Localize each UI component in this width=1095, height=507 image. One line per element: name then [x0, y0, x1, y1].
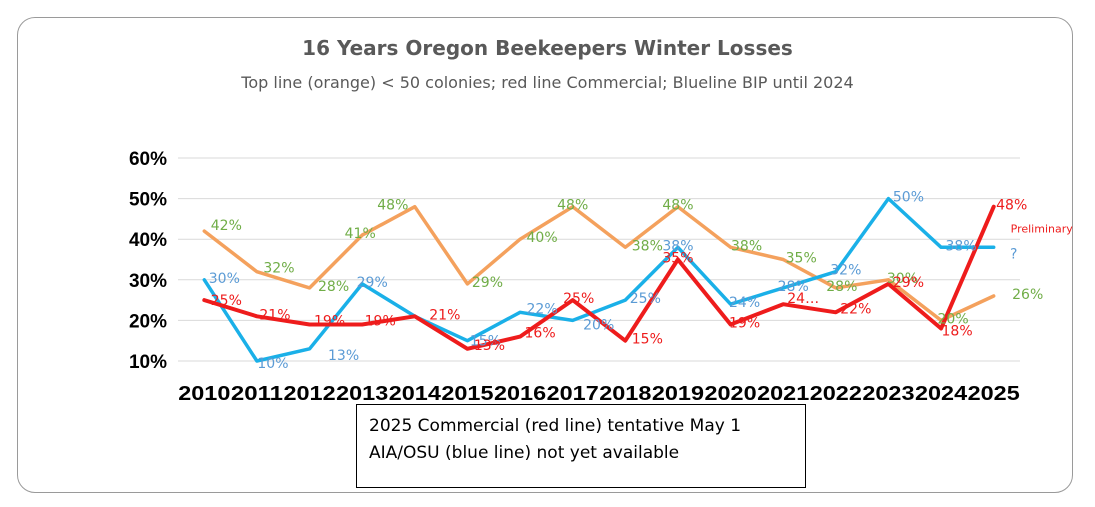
note-line-1: 2025 Commercial (red line) tentative May… — [369, 416, 742, 436]
blue-data-label: 22% — [527, 301, 558, 317]
red-data-label: 29% — [893, 275, 924, 291]
blue-data-label: 29% — [357, 275, 388, 291]
orange-data-label: 28% — [826, 279, 857, 295]
blue-data-label: 10% — [257, 356, 288, 372]
orange-data-label: 48% — [662, 198, 693, 214]
red-data-label: 24… — [787, 291, 819, 307]
blue-data-label: ? — [1010, 246, 1017, 262]
orange-data-label: 38% — [632, 238, 663, 254]
x-tick-label: 2018 — [599, 383, 651, 405]
orange-data-label: 38% — [731, 238, 762, 254]
red-data-label: 15% — [632, 332, 663, 348]
x-tick-label: 2019 — [652, 383, 704, 405]
x-tick-label: 2015 — [441, 383, 493, 405]
chart-subtitle: Top line (orange) < 50 colonies; red lin… — [241, 73, 854, 92]
x-tick-label: 2023 — [862, 383, 914, 405]
orange-data-label: 30% — [887, 271, 918, 287]
y-tick-label: 30% — [129, 271, 167, 292]
y-tick-label: 50% — [129, 190, 167, 211]
orange-data-label: 41% — [345, 226, 376, 242]
blue-data-label: 32% — [830, 263, 861, 279]
red-data-label: 19% — [365, 313, 396, 329]
red-data-label: 19% — [314, 313, 345, 329]
y-tick-label: 60% — [129, 149, 167, 170]
red-data-label: 16% — [525, 326, 556, 342]
orange-data-label: 29% — [472, 275, 503, 291]
x-tick-label: 2025 — [968, 383, 1020, 405]
red-data-label: 22% — [840, 301, 871, 317]
blue-data-label: 25% — [630, 291, 661, 307]
red-data-label: 35% — [662, 251, 693, 267]
x-tick-label: 2014 — [389, 383, 442, 405]
preliminary-annotation: Preliminary — [1011, 223, 1074, 236]
x-tick-label: 2016 — [494, 383, 546, 405]
blue-data-label: 20% — [583, 317, 614, 333]
red-data-label: 21% — [429, 307, 460, 323]
x-tick-label: 2020 — [705, 383, 757, 405]
blue-data-label: 38% — [946, 238, 977, 254]
blue-data-label: 24% — [729, 295, 760, 311]
x-tick-label: 2010 — [178, 383, 230, 405]
orange-data-label: 48% — [557, 198, 588, 214]
orange-series-line — [202, 204, 996, 323]
x-tick-label: 2024 — [915, 383, 968, 405]
x-tick-label: 2017 — [547, 383, 599, 405]
orange-data-label: 26% — [1012, 287, 1043, 303]
red-data-label: 13% — [474, 338, 505, 354]
red-series-line — [202, 204, 996, 351]
red-data-label: 25% — [563, 291, 594, 307]
blue-data-label: 13% — [328, 348, 359, 364]
orange-data-label: 48% — [377, 198, 408, 214]
blue-data-label: 30% — [209, 271, 240, 287]
red-data-label: 21% — [259, 307, 290, 323]
red-data-label: 25% — [211, 293, 242, 309]
x-tick-label: 2022 — [810, 383, 862, 405]
y-tick-label: 10% — [129, 352, 167, 373]
note-line-2: AIA/OSU (blue line) not yet available — [369, 443, 680, 463]
orange-data-label: 42% — [211, 218, 242, 234]
blue-series-line — [202, 196, 996, 363]
blue-data-label: 15% — [470, 334, 501, 350]
red-data-label: 48% — [996, 198, 1027, 214]
x-tick-label: 2011 — [231, 383, 283, 405]
blue-data-label: 38% — [662, 238, 693, 254]
orange-data-label: 40% — [527, 230, 558, 246]
chart-title: 16 Years Oregon Beekeepers Winter Losses — [302, 36, 793, 60]
x-tick-label: 2021 — [757, 383, 809, 405]
y-tick-label: 40% — [129, 230, 167, 251]
y-tick-label: 20% — [129, 311, 167, 332]
red-data-label: 19% — [729, 315, 760, 331]
orange-data-label: 20% — [938, 311, 969, 327]
orange-data-label: 32% — [263, 261, 294, 277]
blue-data-label: 50% — [893, 190, 924, 206]
red-data-label: 18% — [942, 324, 973, 340]
orange-data-label: 28% — [318, 279, 349, 295]
x-tick-label: 2013 — [336, 383, 388, 405]
blue-data-label: 28% — [778, 279, 809, 295]
orange-data-label: 35% — [786, 251, 817, 267]
x-tick-label: 2012 — [284, 383, 336, 405]
note-box: 2025 Commercial (red line) tentative May… — [356, 404, 806, 488]
